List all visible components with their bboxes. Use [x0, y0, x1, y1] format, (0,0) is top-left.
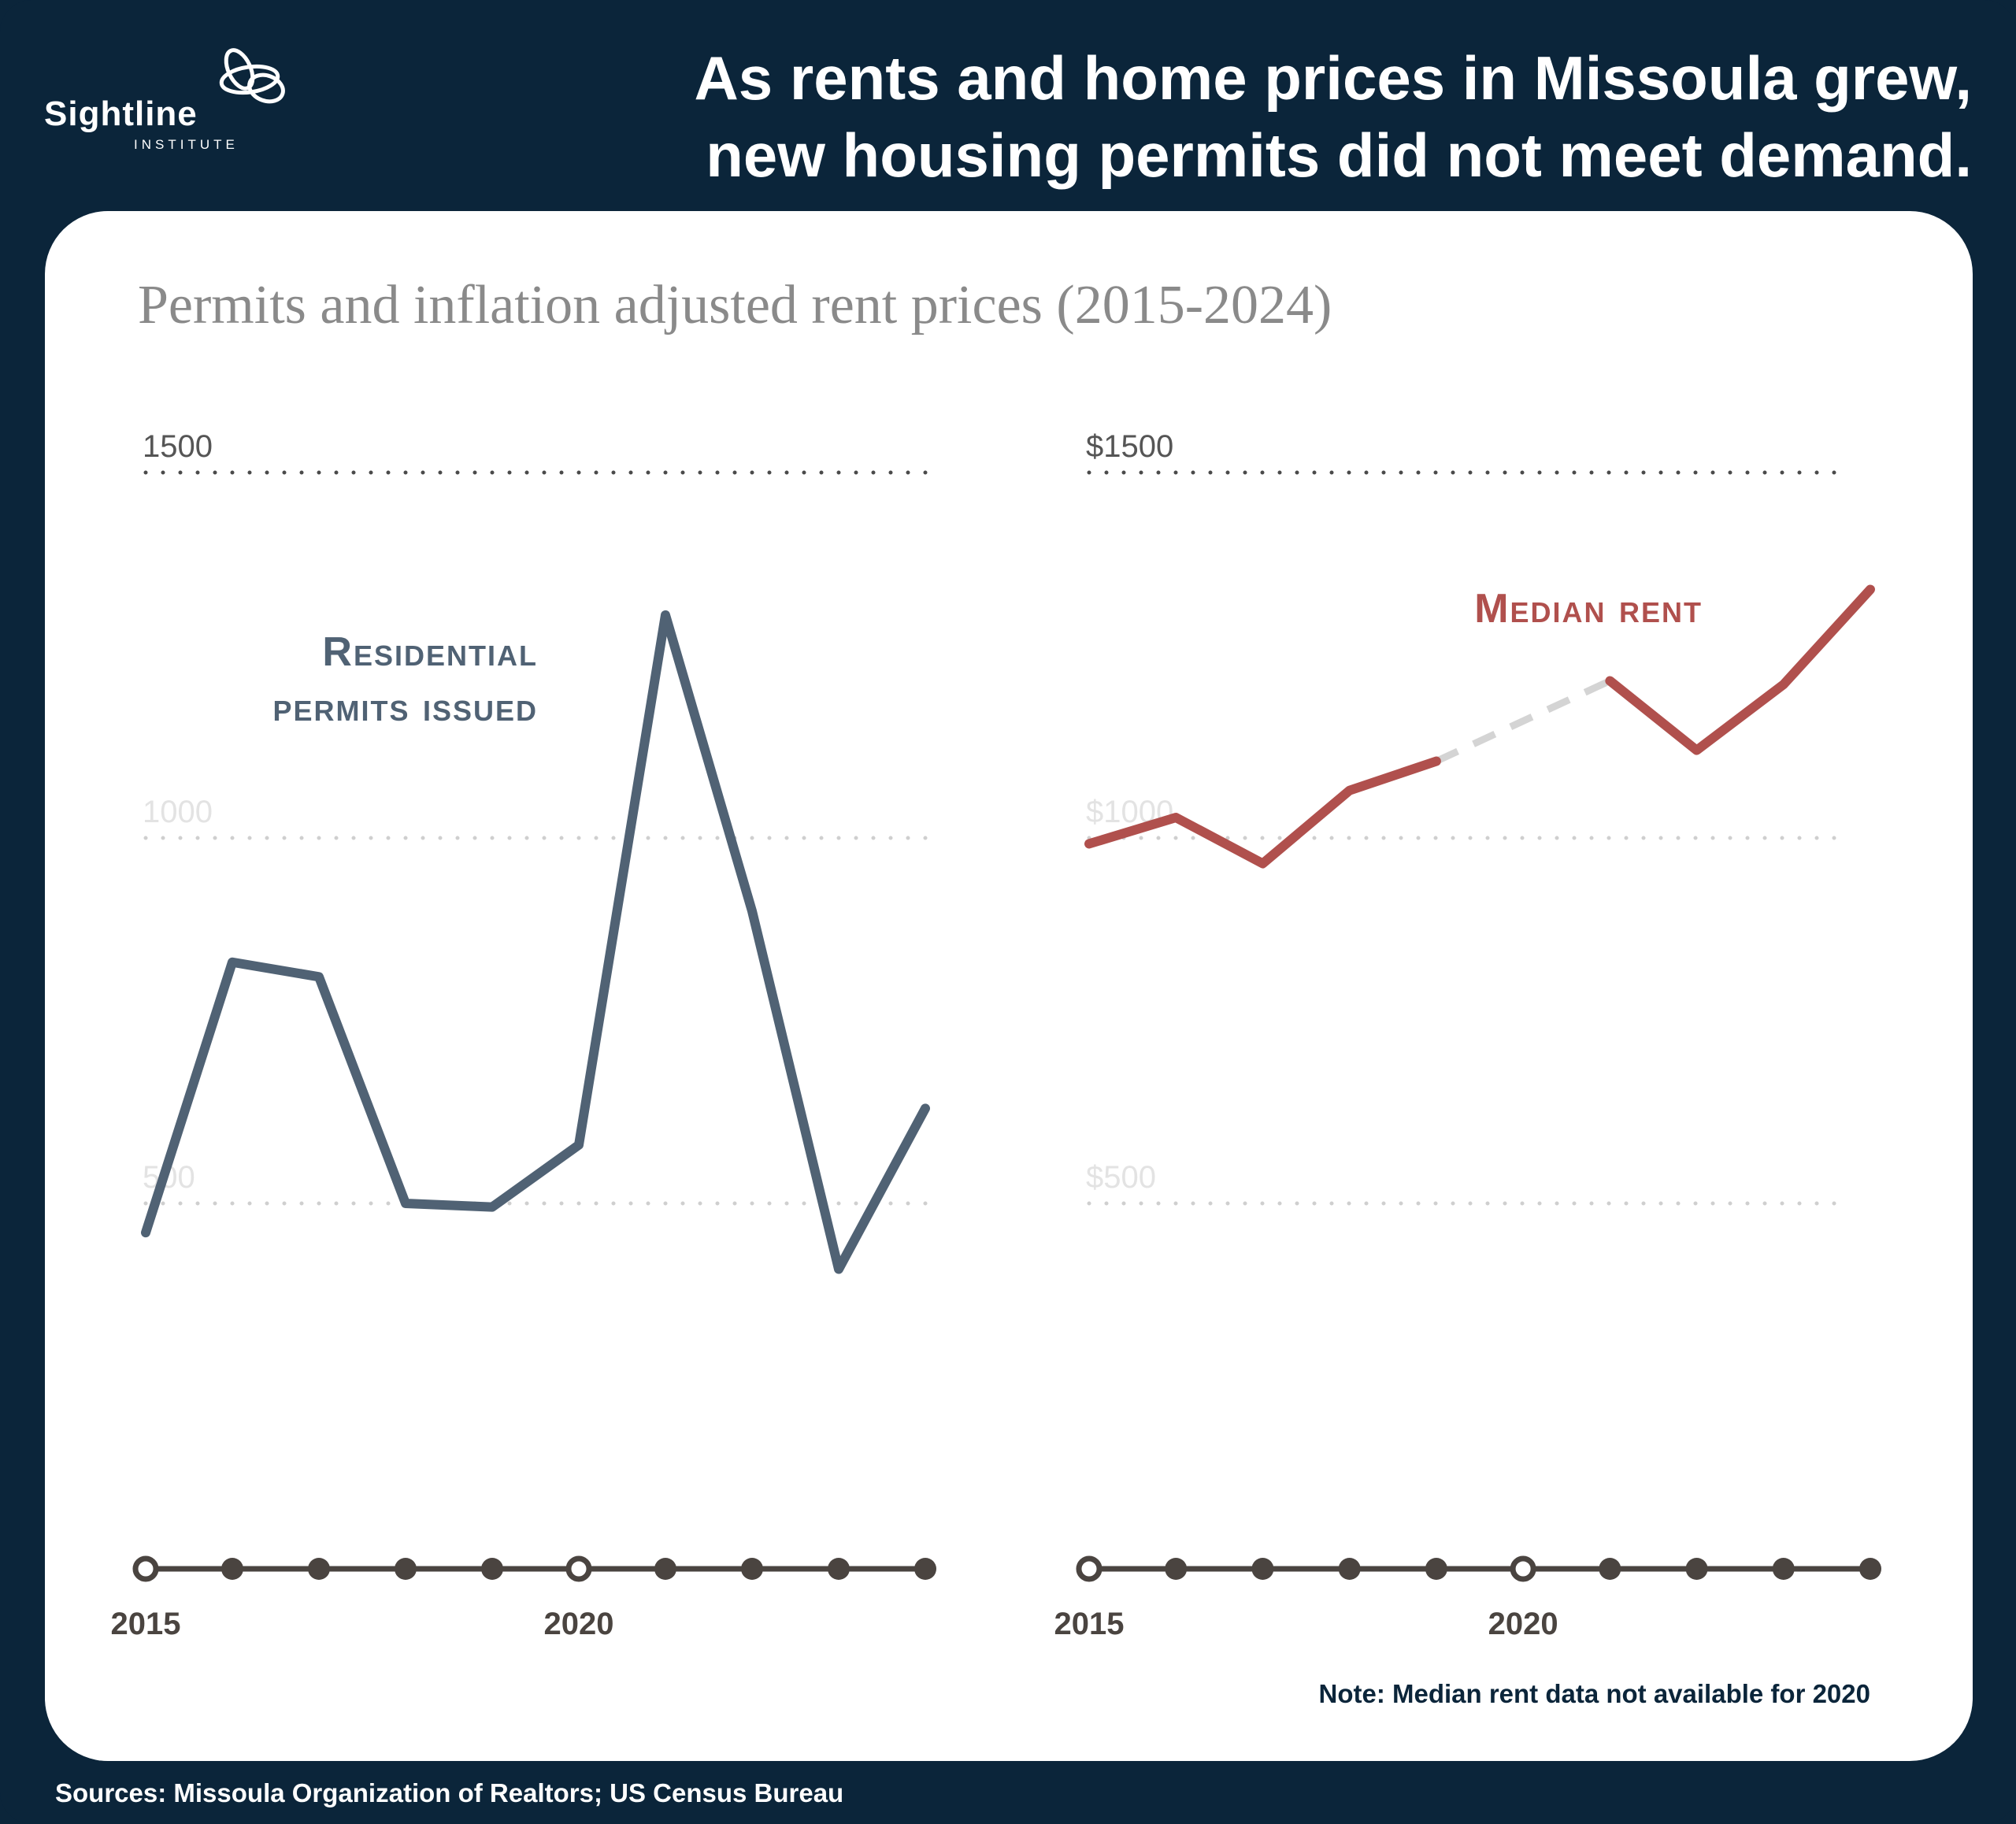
year-marker	[1165, 1558, 1188, 1580]
headline-line-1: As rents and home prices in Missoula gre…	[694, 43, 1972, 113]
y-tick-label: 1500	[143, 429, 213, 464]
logo-name: Sightline	[44, 95, 198, 133]
sources: Sources: Missoula Organization of Realto…	[55, 1778, 844, 1807]
year-marker	[1859, 1558, 1881, 1580]
x-tick-label: 2015	[1054, 1607, 1125, 1641]
year-marker	[1338, 1558, 1361, 1580]
y-tick-label: 1000	[143, 795, 213, 829]
year-marker	[395, 1558, 417, 1580]
chart-panel	[45, 211, 1973, 1761]
sightline-logo-icon	[219, 48, 285, 104]
series-line	[141, 610, 930, 1274]
headline: As rents and home prices in Missoula gre…	[476, 39, 1972, 194]
x-tick-label: 2020	[1488, 1607, 1558, 1641]
series-label: Residential	[322, 629, 538, 675]
note: Note: Median rent data not available for…	[1318, 1679, 1870, 1708]
series-line	[1084, 756, 1441, 869]
year-marker	[654, 1558, 676, 1580]
year-marker	[741, 1558, 763, 1580]
year-marker	[308, 1558, 330, 1580]
logo: Sightline INSTITUTE	[41, 41, 285, 159]
series-label: Median rent	[1474, 586, 1703, 632]
year-marker	[1685, 1558, 1708, 1580]
x-tick-label: 2015	[111, 1607, 181, 1641]
chart-subtitle: Permits and inflation adjusted rent pric…	[138, 275, 1332, 336]
series-line	[1605, 584, 1875, 755]
year-marker	[1251, 1558, 1274, 1580]
year-marker	[1425, 1558, 1447, 1580]
year-marker-major	[1076, 1555, 1102, 1582]
logo-sub: INSTITUTE	[134, 137, 239, 152]
year-marker	[1599, 1558, 1621, 1580]
year-marker	[221, 1558, 243, 1580]
year-marker-major	[565, 1555, 592, 1582]
headline-line-2: new housing permits did not meet demand.	[706, 120, 1972, 190]
y-tick-label: $500	[1086, 1160, 1156, 1195]
missing-data-connector	[1434, 677, 1612, 765]
x-tick-label: 2020	[544, 1607, 614, 1641]
series-label: permits issued	[273, 684, 539, 730]
year-marker	[828, 1558, 850, 1580]
y-tick-label: $1500	[1086, 429, 1173, 464]
year-marker	[914, 1558, 936, 1580]
year-marker-major	[132, 1555, 159, 1582]
year-marker	[481, 1558, 503, 1580]
year-marker-major	[1510, 1555, 1536, 1582]
year-marker	[1772, 1558, 1795, 1580]
